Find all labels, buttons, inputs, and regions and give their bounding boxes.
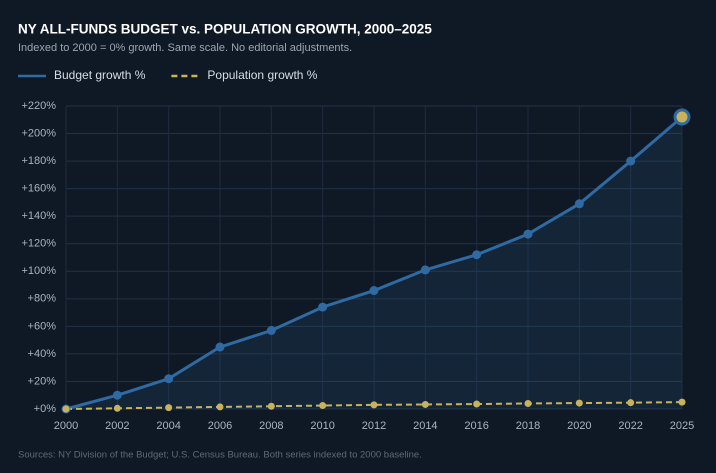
x-tick-label: 2002 — [105, 420, 129, 432]
data-point — [165, 404, 173, 412]
x-tick-label: 2012 — [362, 420, 386, 432]
data-point — [113, 404, 121, 412]
y-tick-label: +140% — [21, 210, 56, 222]
y-tick-label: +0% — [34, 403, 57, 415]
legend-label: Population growth % — [207, 68, 317, 82]
y-tick-label: +120% — [21, 238, 56, 250]
data-point — [318, 302, 328, 312]
data-point — [216, 403, 224, 411]
data-point — [575, 399, 583, 407]
data-point — [421, 400, 429, 408]
data-point — [266, 325, 276, 335]
data-point — [420, 265, 430, 275]
y-tick-label: +200% — [21, 127, 56, 139]
y-tick-label: +160% — [21, 183, 56, 195]
chart-title: NY ALL-FUNDS BUDGET vs. POPULATION GROWT… — [18, 22, 432, 37]
data-point — [164, 374, 174, 384]
data-point — [112, 390, 122, 400]
data-point — [574, 199, 584, 209]
highlight-point — [673, 108, 691, 126]
y-tick-label: +60% — [28, 320, 57, 332]
x-tick-label: 2025 — [670, 420, 694, 432]
x-tick-label: 2018 — [516, 420, 540, 432]
data-point — [369, 286, 379, 296]
footnote: Sources: NY Division of the Budget; U.S.… — [18, 450, 422, 461]
data-point — [626, 156, 636, 166]
x-tick-label: 2020 — [567, 420, 591, 432]
legend-label: Budget growth % — [54, 68, 146, 82]
data-point — [678, 398, 686, 406]
y-tick-label: +80% — [28, 293, 57, 305]
y-tick-label: +20% — [28, 375, 57, 387]
data-point — [473, 400, 481, 408]
data-point — [472, 250, 482, 260]
x-tick-label: 2004 — [156, 420, 180, 432]
x-tick-label: 2000 — [54, 420, 78, 432]
y-tick-label: +40% — [28, 348, 57, 360]
data-point — [370, 401, 378, 409]
data-point — [524, 399, 532, 407]
area-fill — [66, 117, 682, 409]
data-point — [62, 405, 70, 413]
y-tick-label: +180% — [21, 155, 56, 167]
x-tick-label: 2022 — [618, 420, 642, 432]
x-tick-label: 2006 — [208, 420, 232, 432]
y-tick-label: +220% — [21, 100, 56, 112]
x-tick-label: 2010 — [310, 420, 334, 432]
chart-subtitle: Indexed to 2000 = 0% growth. Same scale.… — [18, 42, 352, 54]
data-point — [267, 402, 275, 410]
data-point — [627, 399, 635, 407]
x-tick-label: 2016 — [464, 420, 488, 432]
data-point — [319, 402, 327, 410]
data-point — [215, 342, 225, 352]
x-tick-label: 2008 — [259, 420, 283, 432]
x-tick-label: 2014 — [413, 420, 437, 432]
data-point — [523, 229, 533, 239]
y-tick-label: +100% — [21, 265, 56, 277]
